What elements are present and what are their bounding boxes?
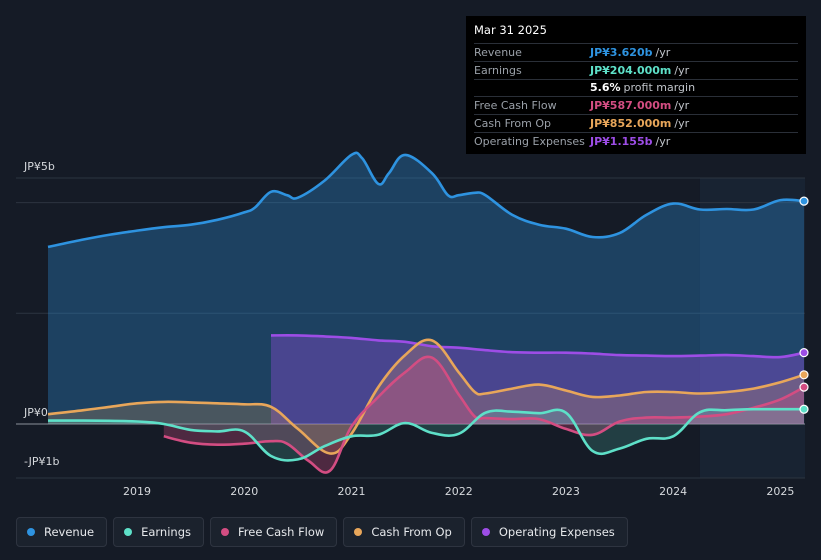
tooltip-row-unit: /yr [674,63,690,77]
tooltip-row: Operating Expenses JP¥1.155b/yr [474,131,798,150]
legend-dot-icon [27,528,35,536]
legend-item-operating-expenses[interactable]: Operating Expenses [470,517,628,547]
data-tooltip: Mar 31 2025 Revenue JP¥3.620b/yr Earnings J… [466,16,806,154]
legend-dot-icon [221,528,229,536]
x-tick-label: 2021 [337,485,365,498]
tooltip-row-unit: /yr [674,99,690,113]
highlight-region [699,178,805,478]
tooltip-rows: Revenue JP¥3.620b/yr Earnings JP¥204.000m/y… [474,43,798,150]
legend-label: Free Cash Flow [238,525,325,539]
end-marker-revenue [799,196,809,206]
legend-label: Earnings [141,525,191,539]
legend-item-earnings[interactable]: Earnings [113,517,204,547]
legend-label: Operating Expenses [498,525,615,539]
series-end-markers [799,196,809,414]
tooltip-row-label: Free Cash Flow [474,99,557,113]
legend-dot-icon [354,528,363,536]
tooltip-row-label: Cash From Op [474,117,552,131]
area-earnings [48,409,804,461]
tooltip-row-value: JP¥852.000m [590,117,672,131]
legend-item-revenue[interactable]: Revenue [16,517,108,547]
tooltip-row-value: JP¥587.000m [590,99,672,113]
tooltip-row-label: Operating Expenses [474,134,585,148]
tooltip-row-value: JP¥1.155b [590,134,653,148]
y-tick-label: JP¥5b [23,160,55,173]
tooltip-row-value: 5.6% [590,81,621,95]
y-axis-labels: JP¥5b JP¥0 -JP¥1b [23,160,59,468]
tooltip-row-unit: /yr [674,117,690,131]
legend-dot-icon [124,528,133,536]
line-cash_from_op [47,338,805,455]
legend-item-free-cash-flow[interactable]: Free Cash Flow [210,517,338,547]
tooltip-date: Mar 31 2025 [474,23,547,37]
line-operating_expenses [270,334,805,359]
x-axis-labels: 2019 2020 2021 2022 2023 2024 2025 [123,485,794,498]
tooltip-row: Revenue JP¥3.620b/yr [474,43,798,61]
line-revenue [47,151,805,249]
area-free_cash_flow [163,356,805,473]
line-earnings [47,407,805,462]
tooltip-row-value: JP¥3.620b [590,45,653,59]
x-tick-label: 2025 [766,485,794,498]
tooltip-row: 5.6% profit margin [474,78,798,97]
tooltip-row-value: JP¥204.000m [590,63,672,77]
x-tick-label: 2019 [123,485,151,498]
tooltip-row-unit: profit margin [623,81,696,95]
legend-label: Cash From Op [371,525,452,539]
area-cash_from_op [48,339,804,454]
series-lines [47,151,805,474]
tooltip-row: Free Cash Flow JP¥587.000m/yr [474,96,798,114]
x-tick-label: 2024 [659,485,687,498]
y-tick-label: -JP¥1b [24,455,59,468]
legend-label: Revenue [44,525,95,539]
x-tick-label: 2023 [552,485,580,498]
chart-legend: Revenue Earnings Free Cash Flow Cash From O… [16,517,628,549]
x-tick-label: 2022 [445,485,473,498]
legend-dot-icon [481,528,490,536]
tooltip-row: Cash From Op JP¥852.000m/yr [474,114,798,132]
tooltip-row-label: Revenue [474,45,522,59]
end-marker-cash_from_op [799,370,809,380]
end-marker-earnings [799,404,809,414]
end-marker-operating_expenses [799,348,809,358]
tooltip-row-label: Earnings [474,63,522,77]
y-tick-label: JP¥0 [23,406,48,419]
tooltip-row-unit: /yr [655,134,671,148]
end-marker-free_cash_flow [799,382,809,392]
x-tick-label: 2020 [230,485,258,498]
tooltip-row-unit: /yr [655,45,671,59]
tooltip-row: Earnings JP¥204.000m/yr [474,60,798,79]
legend-item-cash-from-op[interactable]: Cash From Op [343,517,465,547]
